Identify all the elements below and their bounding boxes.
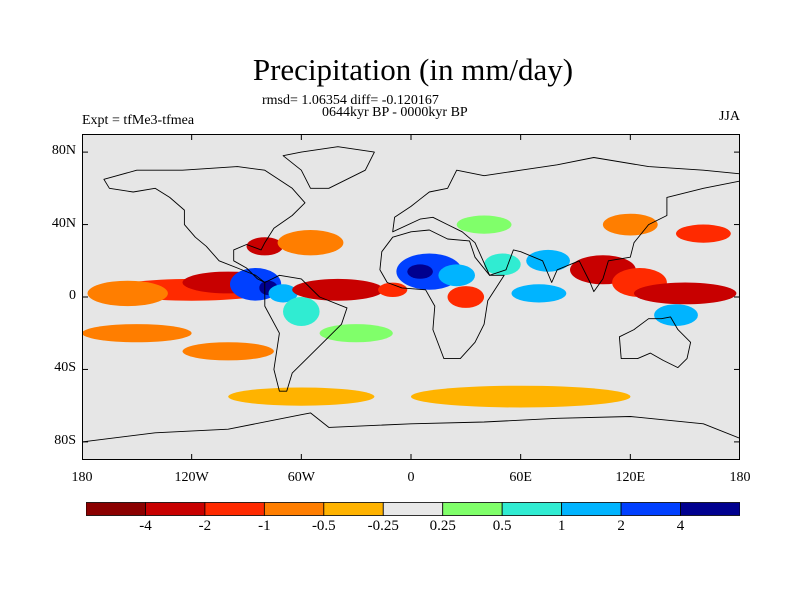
anomaly-region-12: [407, 264, 433, 279]
anomaly-region-5: [268, 284, 298, 303]
lon-label: 60E: [509, 470, 532, 485]
colorbar-label: 2: [617, 518, 625, 534]
anomaly-region-22: [654, 304, 698, 326]
colorbar-label: -0.5: [311, 518, 336, 534]
colorbar-box-5: [382, 502, 444, 516]
colorbar-box-7: [501, 502, 563, 516]
anomaly-region-7: [246, 237, 284, 256]
coastlines: [82, 146, 740, 460]
colorbar-box-3: [263, 502, 325, 516]
anomaly-region-14: [447, 286, 485, 308]
coastline-south-america: [264, 274, 348, 392]
anomaly-region-25: [319, 324, 393, 343]
colorbar-label: -0.25: [367, 518, 399, 534]
colorbar: [86, 502, 740, 516]
anomaly-region-23: [82, 324, 192, 343]
colorbar-box-0: [86, 502, 146, 516]
anomaly-region-24: [182, 342, 274, 361]
lon-label: 0: [407, 470, 415, 485]
lat-label: 80N: [51, 143, 76, 159]
anomaly-region-6: [283, 297, 320, 326]
lon-label: 60W: [287, 470, 315, 485]
lon-label: 180: [729, 470, 751, 485]
anomaly-region-16: [456, 215, 512, 234]
map-ticks: [82, 134, 740, 460]
coastline-north-america: [103, 166, 306, 283]
colorbar-box-8: [561, 502, 622, 516]
anomaly-region-17: [526, 249, 570, 272]
stats-line: rmsd= 1.06354 diff= -0.120167: [262, 93, 439, 108]
lat-label: 40S: [54, 360, 76, 376]
anomaly-region-9: [292, 278, 384, 301]
experiment-label: Expt = tfMe3-tfmea: [82, 113, 195, 128]
anomaly-region-15: [484, 253, 521, 276]
coastline-eurasia: [392, 157, 740, 293]
anomaly-field: [82, 213, 737, 408]
anomaly-region-27: [228, 387, 375, 406]
anomaly-region-13: [438, 264, 476, 287]
colorbar-box-10: [680, 502, 740, 516]
colorbar-label: -4: [139, 518, 152, 534]
lat-label: 0: [69, 288, 76, 303]
coastline-africa: [379, 229, 505, 360]
anomaly-region-29: [676, 224, 731, 243]
anomaly-region-18: [511, 284, 567, 303]
anomaly-region-10: [378, 282, 408, 297]
coastline-antarctica: [82, 412, 740, 460]
anomaly-region-21: [634, 282, 737, 305]
colorbar-label: 0.25: [429, 518, 456, 534]
season-label: JJA: [718, 109, 740, 124]
colorbar-label: 4: [676, 518, 685, 534]
anomaly-region-8: [277, 230, 344, 256]
colorbar-box-6: [442, 502, 503, 516]
colorbar-label: 0.5: [492, 518, 512, 534]
lon-label: 180: [71, 470, 93, 485]
period-line: 0644kyr BP - 0000kyr BP: [322, 105, 468, 120]
anomaly-region-1: [87, 280, 168, 307]
coastline-australia: [618, 316, 692, 369]
colorbar-label: -2: [198, 518, 212, 534]
colorbar-box-4: [323, 502, 384, 516]
colorbar-box-9: [620, 502, 681, 516]
colorbar-label: -1: [258, 518, 271, 534]
precipitation-map: [82, 134, 740, 460]
coastline-greenland: [282, 146, 375, 189]
anomaly-region-26: [411, 385, 631, 408]
lat-label: 40N: [51, 215, 76, 231]
colorbar-label: 1: [557, 518, 566, 534]
lon-label: 120W: [174, 470, 209, 485]
colorbar-box-2: [204, 502, 265, 516]
chart-title: Precipitation (in mm/day): [252, 52, 574, 87]
lat-label: 80S: [54, 432, 76, 448]
colorbar-box-1: [145, 502, 206, 516]
lon-label: 120E: [615, 470, 646, 485]
